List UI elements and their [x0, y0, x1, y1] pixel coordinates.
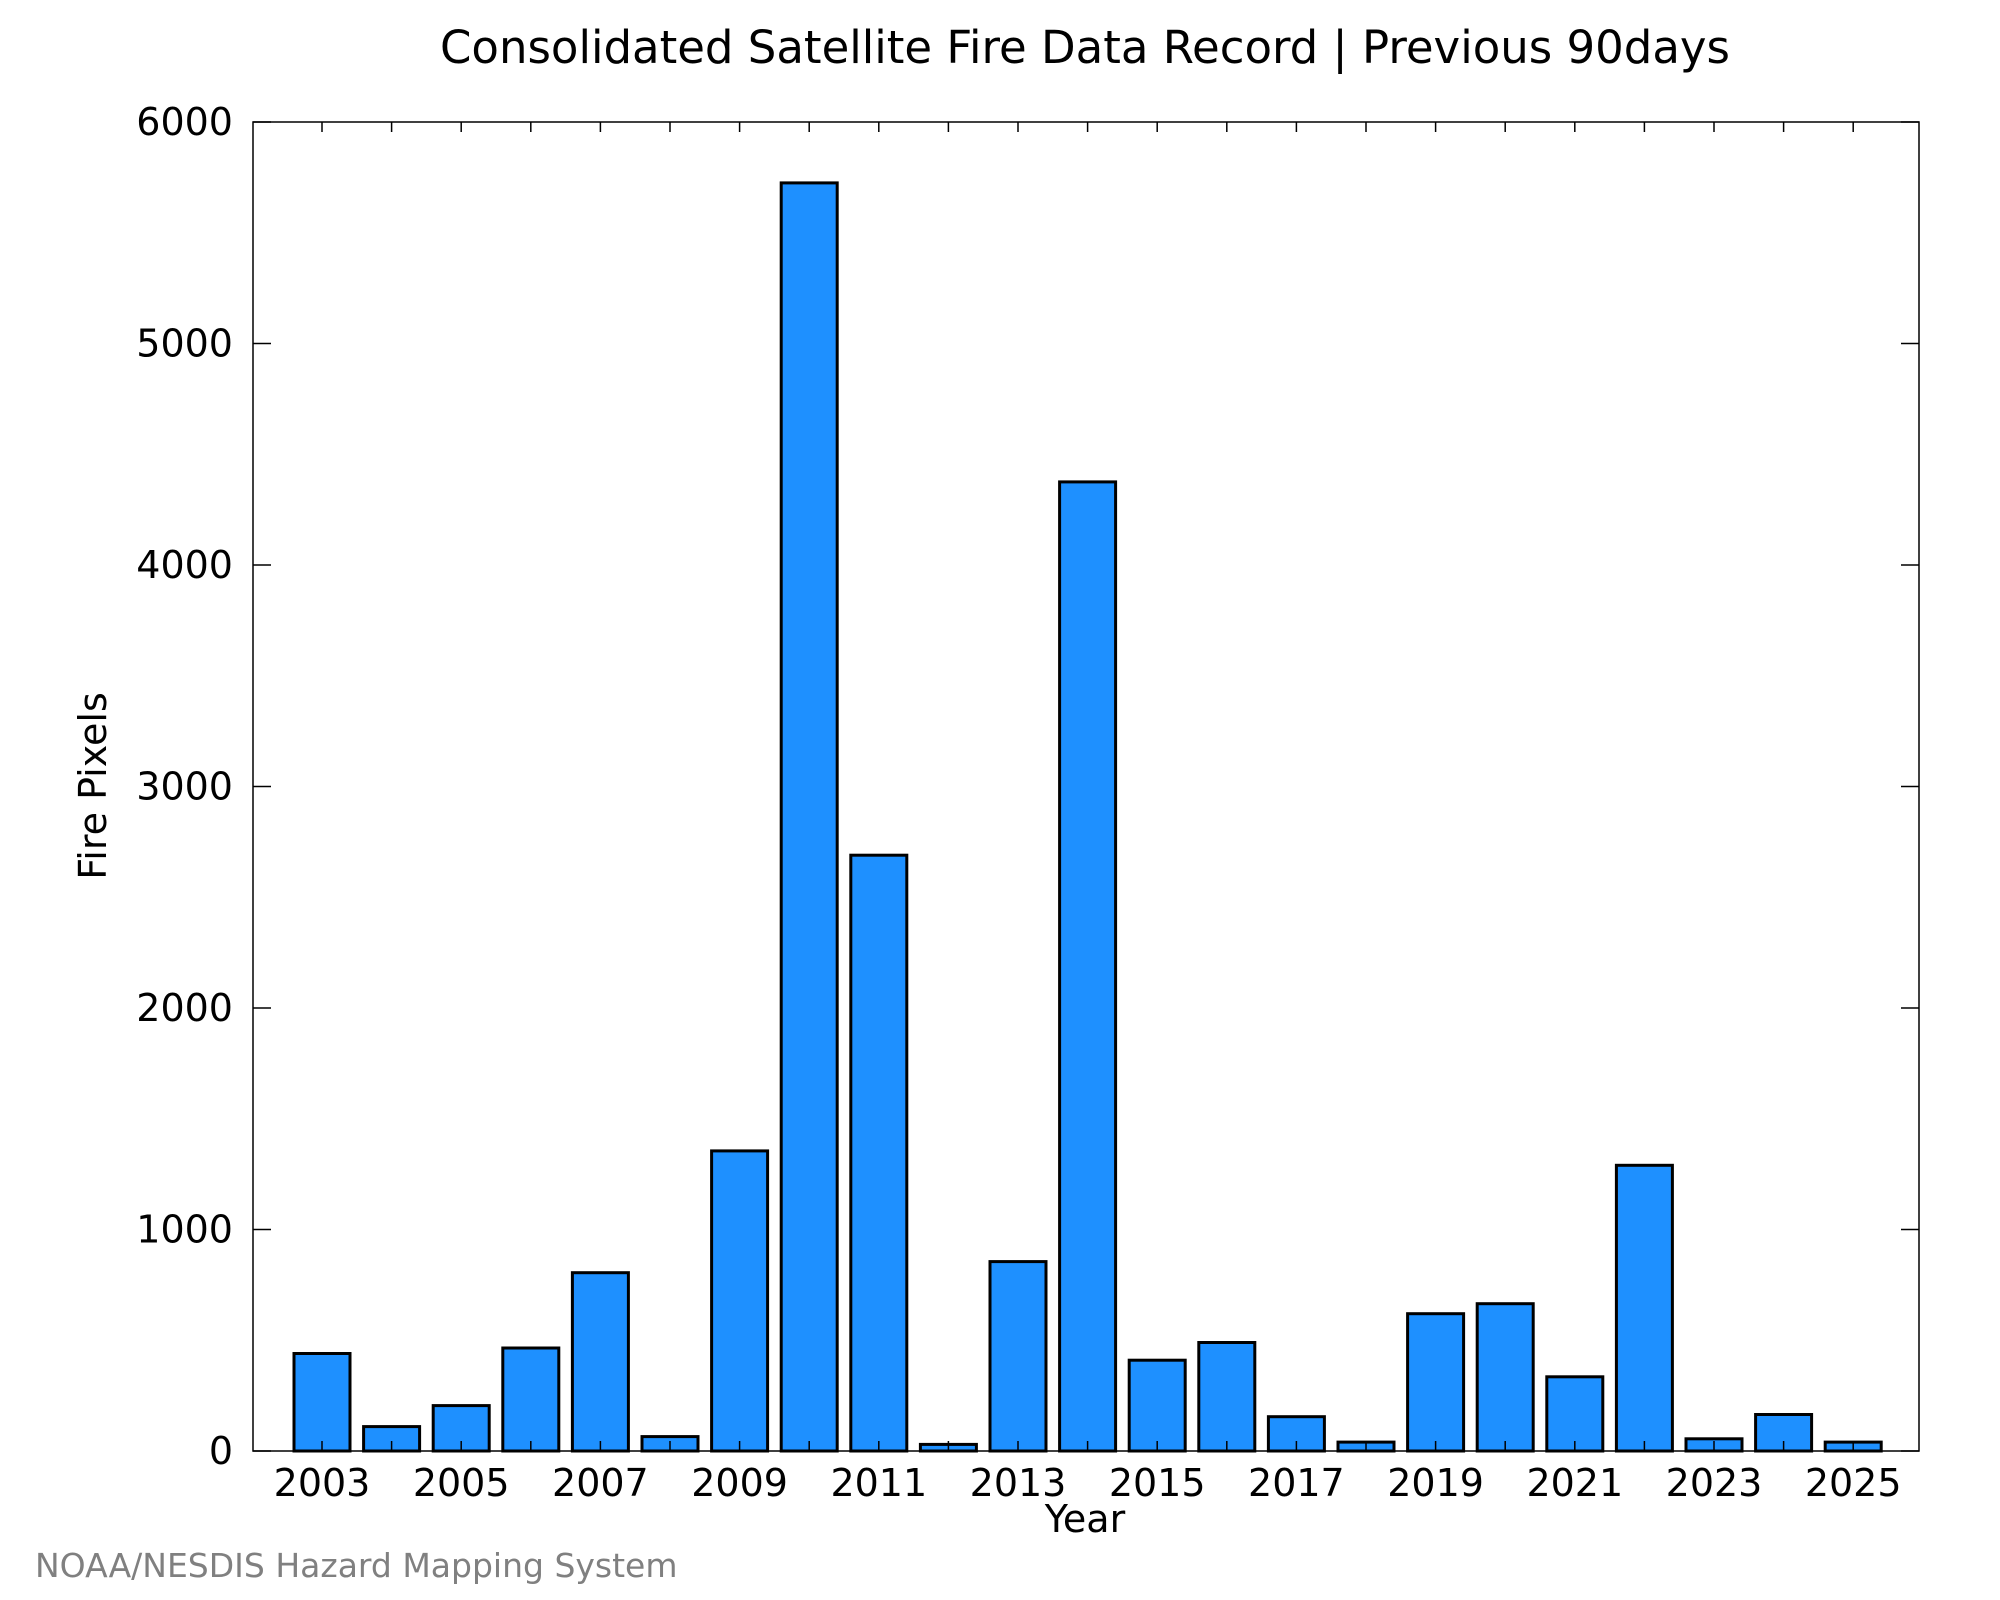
bar-2006: [501, 1346, 561, 1453]
bar-2007: [570, 1271, 630, 1453]
y-tick-label-2000: 2000: [136, 986, 233, 1030]
x-tick-label-2023: 2023: [1666, 1461, 1763, 1505]
y-tick-label-0: 0: [209, 1429, 233, 1473]
bar-2013: [988, 1260, 1048, 1453]
bar-2019: [1406, 1312, 1466, 1453]
bar-2010: [779, 181, 839, 1453]
chart-title: Consolidated Satellite Fire Data Record …: [440, 21, 1730, 74]
y-axis-label: Fire Pixels: [71, 692, 115, 880]
bar-2022: [1614, 1163, 1674, 1453]
x-tick-label-2007: 2007: [552, 1461, 649, 1505]
x-tick-label-2019: 2019: [1387, 1461, 1484, 1505]
bars-group: [292, 181, 1883, 1453]
plot-frame: [252, 121, 1920, 1452]
x-tick-label-2003: 2003: [274, 1461, 371, 1505]
credit-text: NOAA/NESDIS Hazard Mapping System: [35, 1546, 678, 1585]
bar-2009: [710, 1149, 770, 1453]
y-tick-label-4000: 4000: [136, 543, 233, 587]
bar-2003: [292, 1352, 352, 1453]
x-tick-label-2017: 2017: [1248, 1461, 1345, 1505]
x-tick-label-2015: 2015: [1109, 1461, 1206, 1505]
y-tick-label-5000: 5000: [136, 322, 233, 366]
bar-2014: [1058, 480, 1118, 1453]
y-tick-label-3000: 3000: [136, 765, 233, 809]
x-tick-label-2013: 2013: [970, 1461, 1067, 1505]
bar-2011: [849, 853, 909, 1453]
y-axis-ticks: 0 1000 2000 3000 4000 5000 6000: [136, 100, 1919, 1473]
x-axis-ticks: 2003 2005 2007 2009 2011 2013 2015 2017 2019 2021…: [274, 122, 1902, 1505]
bar-2015: [1127, 1358, 1187, 1453]
x-tick-label-2005: 2005: [413, 1461, 510, 1505]
y-tick-label-6000: 6000: [136, 100, 233, 144]
bar-2020: [1475, 1302, 1535, 1453]
x-axis-label: Year: [1044, 1497, 1126, 1541]
x-tick-label-2025: 2025: [1805, 1461, 1902, 1505]
y-tick-label-1000: 1000: [136, 1208, 233, 1252]
x-tick-label-2009: 2009: [691, 1461, 788, 1505]
bar-2016: [1197, 1341, 1257, 1453]
x-tick-label-2011: 2011: [830, 1461, 927, 1505]
bar-2021: [1545, 1375, 1605, 1453]
x-tick-label-2021: 2021: [1526, 1461, 1623, 1505]
